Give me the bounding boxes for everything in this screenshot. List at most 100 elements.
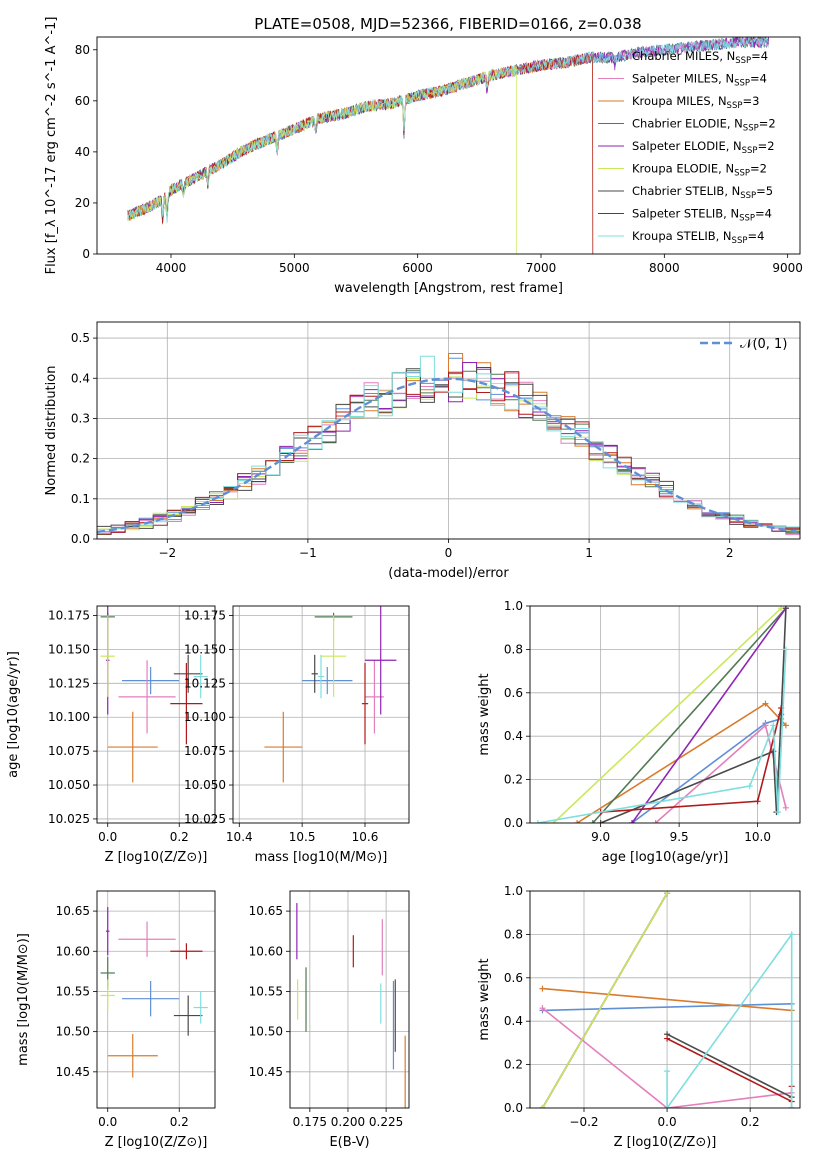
weight-line [655,723,787,823]
legend-name: Salpeter ELODIE, N [632,139,742,153]
y-tick-label: 0.0 [504,1101,523,1115]
panel-ebv_vs_mass: 0.175 0.200 0.225 10.45 10.50 10.55 10.60 10.65… [249,890,410,1150]
legend-suffix: =4 [755,207,772,221]
x-tick-label: 7000 [526,261,557,275]
plot-area [233,606,409,823]
x-tick-label: 0.2 [170,830,189,844]
axes-frame [289,890,410,1109]
panel-residual_hist: −2 −1 0 1 2 0.0 0.1 0.2 0.3 0.4 0.5 (data-model)/er… [44,321,801,581]
legend-name: Salpeter STELIB, N [632,207,739,221]
weight-line [592,607,787,823]
y-tick-label: 10.175 [48,608,90,622]
figure-title: PLATE=0508, MJD=52366, FIBERID=0166, z=0… [254,15,641,33]
x-tick-label: 0.175 [293,1115,327,1129]
legend-name: Kroupa STELIB, N [632,229,732,243]
y-axis-label: Flux [f_λ 10^-17 erg cm^-2 s^-1 A^-1] [44,17,59,275]
legend-sub: SSP [742,146,758,156]
y-tick-label: 1.0 [504,884,523,898]
x-tick-label: 9.0 [591,830,610,844]
x-tick-label: 5000 [279,261,310,275]
y-tick-label: 0.4 [504,729,523,743]
weight-marker [652,820,659,823]
legend-sub: SSP [734,169,750,179]
y-axis-label: mass weight [477,958,492,1040]
axes-frame [96,890,216,1109]
x-axis-label: Z [log10(Z/Z⊙)] [614,1135,717,1150]
legend-name: Kroupa MILES, N [632,94,727,108]
y-axis-label: mass weight [477,673,492,755]
weight-line [542,1003,792,1012]
x-tick-label: 2 [726,546,734,560]
y-tick-label: 10.100 [184,710,226,724]
x-tick-label: 9.5 [670,830,689,844]
y-tick-label: 0.6 [504,686,523,700]
legend-label: Kroupa STELIB, NSSP=4 [632,229,764,246]
y-tick-label: 10.075 [184,744,226,758]
legend-normal: 𝒩(0, 1) [740,337,787,352]
x-axis-label: Z [log10(Z/Z⊙)] [105,1135,208,1150]
weight-marker [770,722,777,729]
y-tick-label: 10.50 [249,1025,283,1039]
axes-frame [96,605,216,824]
y-axis-label: age [log10(age/yr)] [6,651,21,778]
axes-frame [529,605,801,824]
x-tick-label: 0.2 [741,1115,760,1129]
y-tick-label: 80 [75,43,90,57]
x-tick-label: 9000 [772,261,803,275]
legend-sub: SSP [735,56,751,66]
weight-line [666,1033,793,1108]
x-axis-label: E(B-V) [329,1135,369,1150]
x-tick-label: −2 [158,546,176,560]
x-tick-label: 10.5 [289,830,316,844]
y-tick-label: 0 [82,247,90,261]
spectrum-line [127,51,594,254]
weight-marker [664,1035,671,1042]
weight-marker [762,700,769,707]
x-tick-label: 10.4 [226,830,253,844]
x-tick-label: 4000 [156,261,187,275]
legend-label: Salpeter STELIB, NSSP=4 [632,207,772,224]
weight-marker [539,1005,546,1012]
panel-age_vs_weight: 9.0 9.5 10.0 0.0 0.2 0.4 0.6 0.8 1.0 age [log10(a… [477,599,801,865]
x-tick-label: −1 [299,546,317,560]
y-tick-label: 0.0 [71,532,90,546]
legend-label: Chabrier STELIB, NSSP=5 [632,184,773,201]
normal-curve [97,377,798,534]
legend-sub: SSP [732,236,748,246]
x-tick-label: 0 [445,546,453,560]
y-tick-label: 10.55 [249,984,283,998]
y-tick-label: 10.125 [48,676,90,690]
y-tick-label: 10.050 [48,778,90,792]
y-tick-label: 10.150 [184,642,226,656]
y-tick-label: 0.4 [504,1014,523,1028]
y-tick-label: 10.65 [56,904,90,918]
legend-suffix: =4 [747,229,764,243]
legend-sub: SSP [727,101,743,111]
plot-area [97,891,215,1108]
spectrum-line [127,65,517,254]
x-axis-label: (data-model)/error [388,566,509,581]
axes-frame [232,605,410,824]
weight-marker [754,798,761,805]
plot-area [530,891,800,1108]
x-axis-label: wavelength [Angstrom, rest frame] [334,281,563,296]
weight-marker [775,809,782,816]
weight-marker [539,1105,546,1108]
legend-label: Kroupa MILES, NSSP=3 [632,94,759,111]
weight-line [631,718,782,823]
spectrum-line [127,37,769,224]
weight-line [552,607,782,823]
legend-name: Chabrier ELODIE, N [632,117,743,131]
panel-mass_vs_age: 10.4 10.5 10.6 10.025 10.050 10.075 10.100 10.1… [184,605,410,865]
y-tick-label: 20 [75,196,90,210]
legend-sub: SSP [743,124,759,134]
legend-suffix: =3 [742,94,759,108]
legend-suffix: =2 [750,162,767,176]
y-tick-label: 0.2 [504,773,523,787]
legend-suffix: =2 [759,117,776,131]
y-tick-label: 10.60 [56,944,90,958]
x-tick-label: 1 [585,546,593,560]
legend-sub: SSP [734,79,750,89]
y-tick-label: 0.3 [71,411,90,425]
weight-marker [782,804,789,811]
